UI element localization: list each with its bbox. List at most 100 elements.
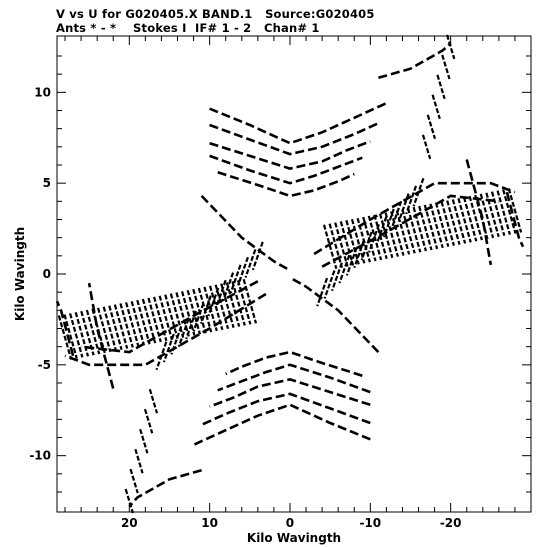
- uv-streak: [405, 185, 418, 215]
- uv-streak: [124, 488, 134, 514]
- uv-streak: [136, 299, 151, 345]
- uv-streak: [229, 264, 242, 294]
- y-tick-label: 10: [34, 85, 51, 99]
- uv-track: [313, 181, 516, 256]
- uv-streak: [207, 287, 220, 317]
- uv-streak: [181, 291, 196, 336]
- uv-streak: [186, 289, 202, 335]
- uv-streak: [353, 239, 366, 269]
- uv-track: [217, 363, 371, 394]
- uv-streak: [177, 318, 190, 348]
- uv-streak: [143, 408, 154, 434]
- uv-streak: [113, 304, 129, 349]
- uv-streak: [139, 428, 149, 454]
- uv-streak: [148, 388, 159, 414]
- uv-streak: [401, 209, 416, 254]
- uv-streak: [192, 288, 207, 334]
- uv-streak: [418, 205, 433, 251]
- uv-streak: [199, 295, 212, 325]
- uv-streak: [496, 190, 511, 235]
- uv-streak: [345, 247, 358, 276]
- uv-streak: [390, 211, 405, 256]
- uv-streak: [490, 191, 506, 237]
- uv-track: [465, 159, 493, 266]
- uv-streak: [225, 282, 241, 327]
- x-tick-label: -10: [359, 516, 381, 530]
- uv-streak: [164, 294, 179, 339]
- uv-streak: [158, 295, 174, 341]
- uv-streak: [102, 306, 118, 352]
- uv-track: [55, 300, 75, 357]
- uv-streak: [108, 305, 123, 350]
- uv-track: [217, 171, 355, 198]
- uv-streak: [141, 298, 157, 344]
- uv-streak: [251, 241, 264, 271]
- x-axis-label: Kilo Wavingth: [247, 531, 341, 545]
- uv-streak: [80, 310, 95, 356]
- uv-streak: [328, 223, 343, 268]
- uv-streak: [323, 270, 336, 299]
- uv-streak: [368, 223, 380, 253]
- uv-track: [64, 292, 267, 367]
- uv-streak: [451, 199, 467, 244]
- uv-streak: [462, 196, 478, 242]
- uv-track: [209, 122, 379, 156]
- uv-streak: [222, 272, 235, 301]
- uv-streak: [57, 315, 73, 360]
- uv-streak: [384, 212, 399, 257]
- uv-streak: [85, 309, 101, 355]
- uv-streak: [474, 194, 489, 240]
- uv-streak: [155, 341, 168, 371]
- uv-streak: [426, 114, 437, 140]
- uv-streak: [91, 308, 106, 354]
- y-tick-label: -5: [38, 358, 51, 372]
- uv-streak: [446, 200, 461, 245]
- uv-streak: [134, 448, 144, 474]
- chart-subtitle: Ants * - * Stokes I IF# 1 - 2 Chan# 1: [56, 21, 320, 35]
- uv-streak: [74, 311, 90, 357]
- uv-track: [193, 403, 371, 446]
- uv-streak: [373, 214, 388, 260]
- chart-title: V vs U for G020405.X BAND.1 Source:G0204…: [56, 7, 375, 21]
- y-tick-label: -10: [29, 449, 51, 463]
- uv-track: [87, 282, 115, 389]
- uv-streak: [378, 213, 394, 259]
- uv-streak: [162, 333, 175, 363]
- uv-track: [200, 194, 291, 272]
- x-tick-label: -20: [440, 516, 462, 530]
- uv-track: [80, 280, 259, 354]
- uv-streak: [170, 326, 183, 355]
- y-tick-label: 0: [43, 267, 51, 281]
- uv-streak: [446, 34, 456, 60]
- uv-streak: [169, 293, 185, 338]
- uv-streak: [231, 281, 246, 326]
- x-tick-label: 20: [121, 516, 138, 530]
- uv-streak: [441, 54, 451, 80]
- uv-streak: [382, 208, 395, 238]
- uv-streak: [423, 204, 439, 250]
- uv-streak: [345, 220, 360, 265]
- uv-streak: [331, 262, 343, 292]
- uv-tracks: [55, 34, 525, 514]
- uv-streak: [236, 280, 252, 325]
- uv-track: [289, 276, 380, 354]
- uv-streak: [220, 283, 235, 328]
- x-tick-label: 10: [201, 516, 218, 530]
- uv-streak: [339, 221, 355, 266]
- uv-streak: [214, 279, 227, 309]
- uv-streak: [507, 188, 523, 233]
- uv-track: [378, 42, 452, 80]
- uv-track: [209, 140, 371, 170]
- uv-streak: [375, 216, 388, 246]
- uv-streak: [421, 134, 432, 160]
- uv-streak: [338, 254, 351, 284]
- uv-streak: [434, 202, 450, 248]
- uv-streak: [242, 278, 258, 324]
- uv-streak: [175, 292, 190, 337]
- axis-ticks: [57, 36, 532, 512]
- uv-track: [209, 154, 363, 185]
- uv-streak: [436, 74, 446, 100]
- y-axis-label: Kilo Wavingth: [13, 227, 27, 321]
- uv-track: [201, 392, 371, 426]
